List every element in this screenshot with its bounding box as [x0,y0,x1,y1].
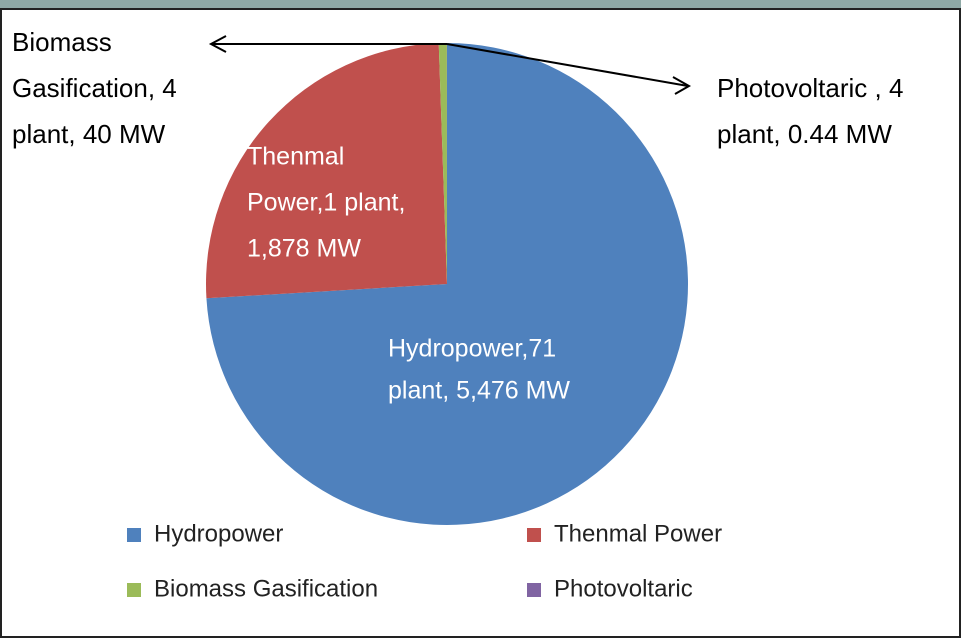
leader-line [446,43,689,87]
data-label: Thenmal [247,143,344,171]
pie-slice [206,43,447,299]
legend-swatch [527,528,541,542]
data-label: Photovoltaric , 4 [717,73,903,103]
top-bar [0,0,961,9]
pie-slice [206,43,689,525]
data-label: 1,878 MW [247,235,361,263]
data-label: Gasification, 4 [12,73,177,103]
frame [0,8,961,638]
data-label: plant, 0.44 MW [717,119,892,149]
legend-swatch [127,583,141,597]
leader-lines [208,35,692,95]
pie [206,42,689,525]
data-label: Biomass [12,27,112,57]
data-label: Power,1 plant, [247,189,405,217]
legend-label: Photovoltaric [554,575,693,602]
arrow-head [208,35,227,53]
data-label: plant, 5,476 MW [388,377,570,405]
pie-slice [438,43,447,284]
data-label: Hydropower,71 [388,335,556,363]
data-label: plant, 40 MW [12,119,166,149]
legend-swatch [527,583,541,597]
legend-label: Biomass Gasification [154,575,378,602]
arrow-head [672,76,692,95]
legend-swatch [127,528,141,542]
legend-label: Hydropower [154,520,283,547]
legend-label: Thenmal Power [554,520,722,547]
